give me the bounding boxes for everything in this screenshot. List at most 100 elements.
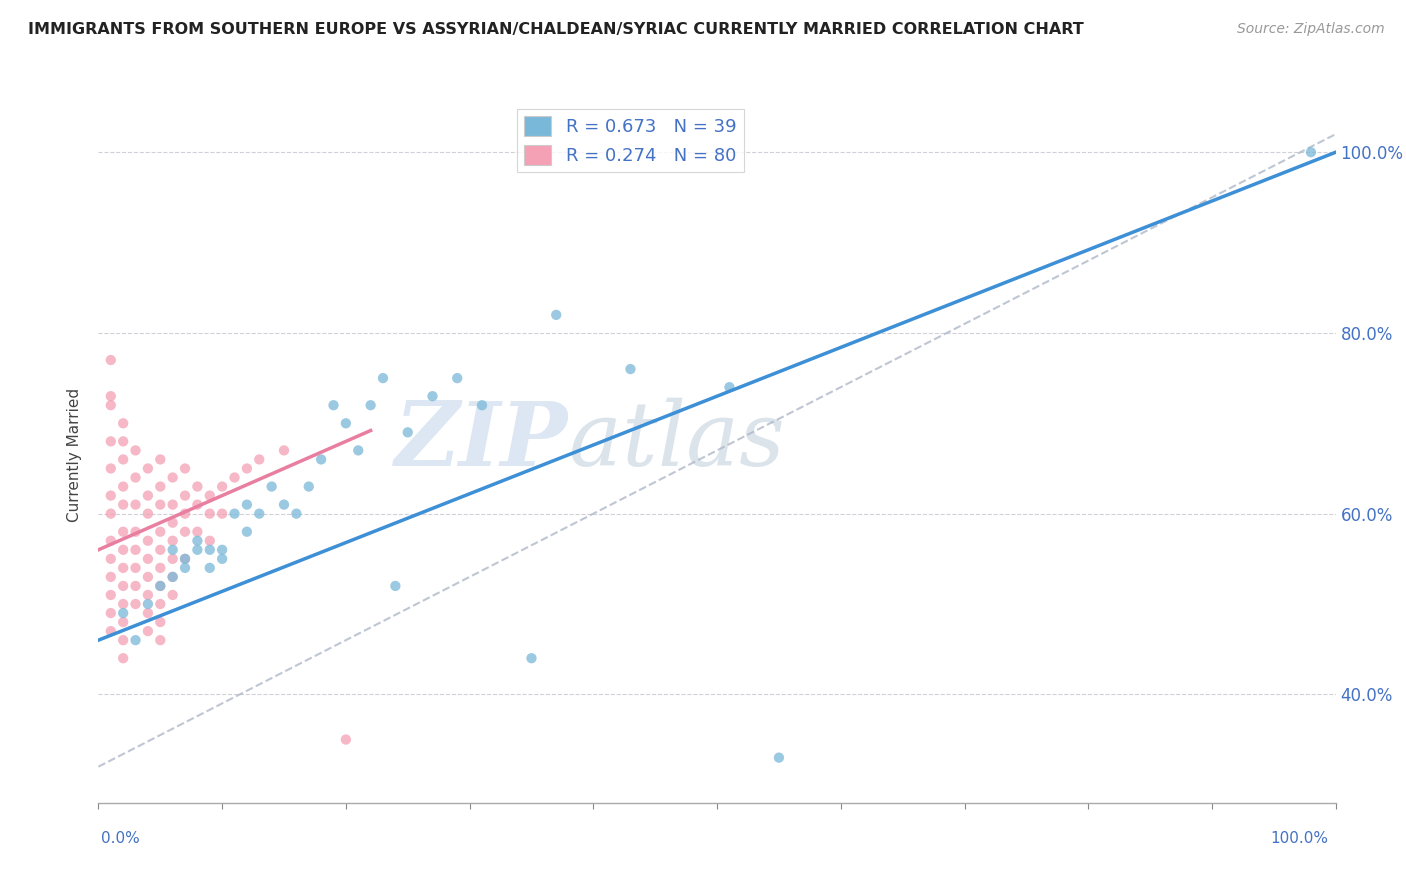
Point bbox=[546, 308, 568, 322]
Point bbox=[471, 398, 494, 412]
Point bbox=[174, 551, 197, 566]
Point bbox=[211, 551, 233, 566]
Text: IMMIGRANTS FROM SOUTHERN EUROPE VS ASSYRIAN/CHALDEAN/SYRIAC CURRENTLY MARRIED CO: IMMIGRANTS FROM SOUTHERN EUROPE VS ASSYR… bbox=[28, 22, 1084, 37]
Point bbox=[162, 570, 184, 584]
Point bbox=[124, 597, 146, 611]
Point bbox=[112, 579, 135, 593]
Point bbox=[124, 498, 146, 512]
Point bbox=[422, 389, 444, 403]
Point bbox=[112, 434, 135, 449]
Point bbox=[124, 524, 146, 539]
Point bbox=[112, 561, 135, 575]
Point bbox=[100, 507, 122, 521]
Point bbox=[149, 542, 172, 557]
Point bbox=[162, 588, 184, 602]
Legend: R = 0.673   N = 39, R = 0.274   N = 80: R = 0.673 N = 39, R = 0.274 N = 80 bbox=[517, 109, 744, 172]
Point bbox=[162, 542, 184, 557]
Point bbox=[112, 524, 135, 539]
Point bbox=[273, 498, 295, 512]
Text: Source: ZipAtlas.com: Source: ZipAtlas.com bbox=[1237, 22, 1385, 37]
Point bbox=[100, 489, 122, 503]
Point bbox=[112, 615, 135, 629]
Point bbox=[100, 533, 122, 548]
Point bbox=[174, 461, 197, 475]
Point bbox=[768, 750, 790, 764]
Point bbox=[149, 561, 172, 575]
Point bbox=[100, 606, 122, 620]
Point bbox=[186, 498, 208, 512]
Point bbox=[371, 371, 394, 385]
Point bbox=[112, 498, 135, 512]
Point bbox=[149, 479, 172, 493]
Point bbox=[162, 470, 184, 484]
Point bbox=[162, 516, 184, 530]
Point bbox=[100, 570, 122, 584]
Point bbox=[100, 353, 122, 368]
Point bbox=[198, 507, 221, 521]
Point bbox=[112, 417, 135, 431]
Point bbox=[100, 398, 122, 412]
Point bbox=[162, 533, 184, 548]
Point bbox=[174, 507, 197, 521]
Point bbox=[347, 443, 370, 458]
Point bbox=[112, 542, 135, 557]
Point bbox=[224, 470, 246, 484]
Point bbox=[100, 551, 122, 566]
Point bbox=[100, 461, 122, 475]
Point bbox=[186, 542, 208, 557]
Point bbox=[198, 533, 221, 548]
Point bbox=[285, 507, 308, 521]
Point bbox=[174, 551, 197, 566]
Point bbox=[309, 452, 332, 467]
Point bbox=[149, 615, 172, 629]
Text: 100.0%: 100.0% bbox=[1271, 831, 1329, 846]
Point bbox=[186, 479, 208, 493]
Text: ZIP: ZIP bbox=[395, 398, 568, 484]
Point bbox=[100, 588, 122, 602]
Point bbox=[384, 579, 406, 593]
Point bbox=[335, 417, 357, 431]
Y-axis label: Currently Married: Currently Married bbox=[67, 388, 83, 522]
Point bbox=[149, 579, 172, 593]
Point bbox=[149, 452, 172, 467]
Point bbox=[162, 551, 184, 566]
Point bbox=[174, 561, 197, 575]
Point bbox=[136, 624, 159, 639]
Point bbox=[446, 371, 468, 385]
Point bbox=[136, 570, 159, 584]
Point bbox=[100, 624, 122, 639]
Point bbox=[136, 507, 159, 521]
Point bbox=[186, 533, 208, 548]
Point bbox=[112, 479, 135, 493]
Point bbox=[211, 542, 233, 557]
Point bbox=[162, 570, 184, 584]
Point bbox=[112, 633, 135, 648]
Point bbox=[247, 452, 270, 467]
Point bbox=[136, 597, 159, 611]
Point bbox=[236, 461, 259, 475]
Point bbox=[136, 551, 159, 566]
Point bbox=[360, 398, 382, 412]
Point bbox=[149, 579, 172, 593]
Point bbox=[335, 732, 357, 747]
Point bbox=[112, 606, 135, 620]
Point bbox=[236, 498, 259, 512]
Point bbox=[100, 434, 122, 449]
Point bbox=[112, 651, 135, 665]
Point bbox=[322, 398, 344, 412]
Point bbox=[236, 524, 259, 539]
Point bbox=[100, 389, 122, 403]
Point bbox=[162, 498, 184, 512]
Point bbox=[124, 579, 146, 593]
Point bbox=[124, 633, 146, 648]
Point bbox=[619, 362, 641, 376]
Point bbox=[718, 380, 741, 394]
Point bbox=[112, 452, 135, 467]
Point bbox=[198, 561, 221, 575]
Point bbox=[149, 633, 172, 648]
Point bbox=[1299, 145, 1322, 160]
Point bbox=[136, 588, 159, 602]
Point bbox=[520, 651, 543, 665]
Point bbox=[112, 597, 135, 611]
Point bbox=[136, 606, 159, 620]
